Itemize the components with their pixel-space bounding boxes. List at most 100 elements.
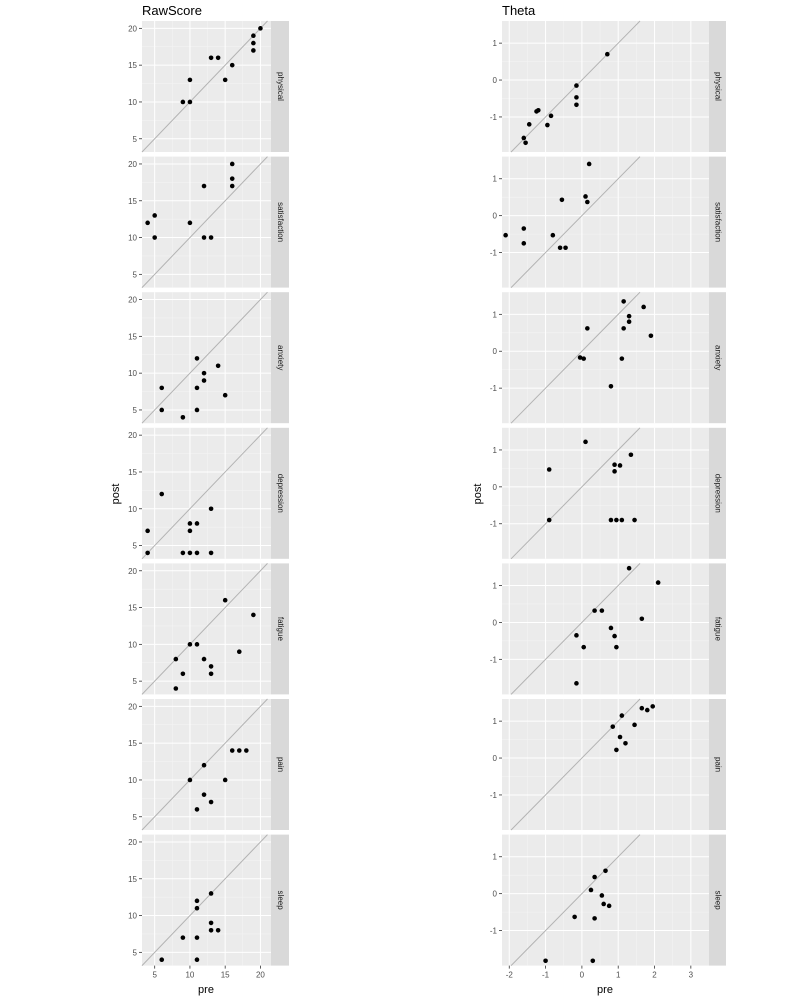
data-point (606, 903, 612, 909)
data-point (608, 517, 614, 523)
data-point (574, 681, 579, 686)
y-tick-label: 0 (493, 754, 498, 763)
data-point (187, 642, 193, 647)
identity-reference-line (141, 834, 268, 966)
data-point (208, 506, 214, 512)
data-point (557, 245, 563, 251)
facet-strip-label: sleep (276, 891, 285, 911)
y-tick-label: 10 (128, 505, 137, 514)
y-tick-label: 20 (128, 296, 137, 305)
facet-strip (271, 427, 289, 559)
y-tick-label: 1 (493, 175, 498, 184)
y-tick-label: 20 (128, 431, 137, 440)
data-point (236, 649, 242, 655)
identity-reference-line (510, 156, 641, 288)
data-point (222, 777, 228, 783)
facet-strip (271, 156, 289, 288)
y-tick-label: 15 (128, 875, 137, 884)
data-point (187, 550, 193, 556)
data-point (581, 356, 587, 361)
facet-strip (709, 834, 726, 966)
data-point (536, 108, 541, 113)
data-point (608, 625, 614, 631)
y-tick-label: 5 (133, 542, 138, 551)
data-point (548, 113, 554, 119)
data-point (526, 122, 532, 127)
data-point (208, 799, 214, 805)
data-point (574, 83, 579, 88)
facet-strip-label: satisfaction (713, 202, 722, 242)
y-tick-label: 1 (493, 582, 498, 591)
data-point (208, 550, 214, 556)
data-point (581, 644, 587, 650)
data-point (187, 99, 193, 105)
rawscore-y-axis-title: post (110, 484, 122, 505)
y-tick-label: 5 (133, 948, 138, 957)
data-point (572, 914, 577, 920)
data-point (617, 463, 623, 468)
data-point (229, 748, 235, 753)
data-point (251, 40, 256, 46)
data-point (145, 528, 150, 534)
data-point (215, 363, 221, 369)
data-point (159, 957, 165, 963)
data-point (236, 748, 242, 753)
data-point (521, 226, 527, 231)
data-point (222, 77, 228, 83)
data-point (180, 550, 186, 556)
y-tick-label: 10 (128, 912, 137, 921)
y-tick-label: 10 (128, 369, 137, 378)
y-tick-label: 0 (493, 76, 498, 85)
rawscore-panel-pain: 5 10 15 20 pain (128, 698, 289, 831)
data-point (251, 48, 256, 53)
data-point (208, 927, 214, 933)
data-point (592, 916, 597, 921)
data-point (152, 213, 157, 218)
y-tick-label: 10 (128, 776, 137, 785)
data-point (194, 905, 200, 911)
y-tick-label: -1 (490, 927, 498, 936)
data-point (152, 235, 157, 240)
y-tick-label: 5 (133, 677, 138, 686)
y-tick-label: 5 (133, 135, 138, 144)
panel-background (502, 21, 709, 152)
data-point (159, 491, 165, 497)
data-point (644, 707, 650, 713)
data-point (523, 140, 528, 146)
data-point (574, 102, 579, 108)
facet-strip-label: fatigue (713, 617, 722, 642)
y-tick-label: 10 (128, 234, 137, 243)
data-point (626, 565, 632, 571)
y-tick-label: 5 (133, 406, 138, 415)
data-point (623, 740, 628, 746)
data-point (201, 235, 207, 240)
y-tick-label: 0 (493, 347, 498, 356)
facet-strip-label: fatigue (276, 617, 285, 642)
data-point (588, 887, 594, 893)
facet-strip (709, 21, 726, 152)
rawscore-column: RawScore pre post 5 10 15 20 physical 5 10 15 20… (110, 3, 289, 996)
data-point (521, 241, 527, 246)
data-point (208, 891, 214, 896)
facet-strip-label: depression (713, 474, 722, 513)
data-point (614, 747, 619, 753)
theta-panel-depression: -1 0 1 depression (490, 427, 726, 560)
y-tick-label: 10 (128, 98, 137, 107)
rawscore-panel-physical: 5 10 15 20 physical (128, 20, 289, 153)
data-point (590, 958, 596, 964)
identity-reference-line (141, 291, 268, 424)
y-tick-label: 15 (128, 604, 137, 613)
y-tick-label: 0 (493, 618, 498, 627)
data-point (632, 722, 637, 728)
data-point (194, 356, 200, 361)
facet-strip (709, 563, 726, 695)
theta-x-axis-title: pre (597, 984, 613, 996)
panel-background (502, 834, 709, 966)
facet-strip-label: pain (276, 757, 285, 772)
data-point (574, 95, 579, 100)
theta-panel-pain: -1 0 1 pain (490, 698, 726, 831)
data-point (639, 705, 645, 711)
facet-strip (271, 834, 289, 966)
y-tick-label: 1 (493, 446, 498, 455)
data-point (545, 122, 550, 128)
